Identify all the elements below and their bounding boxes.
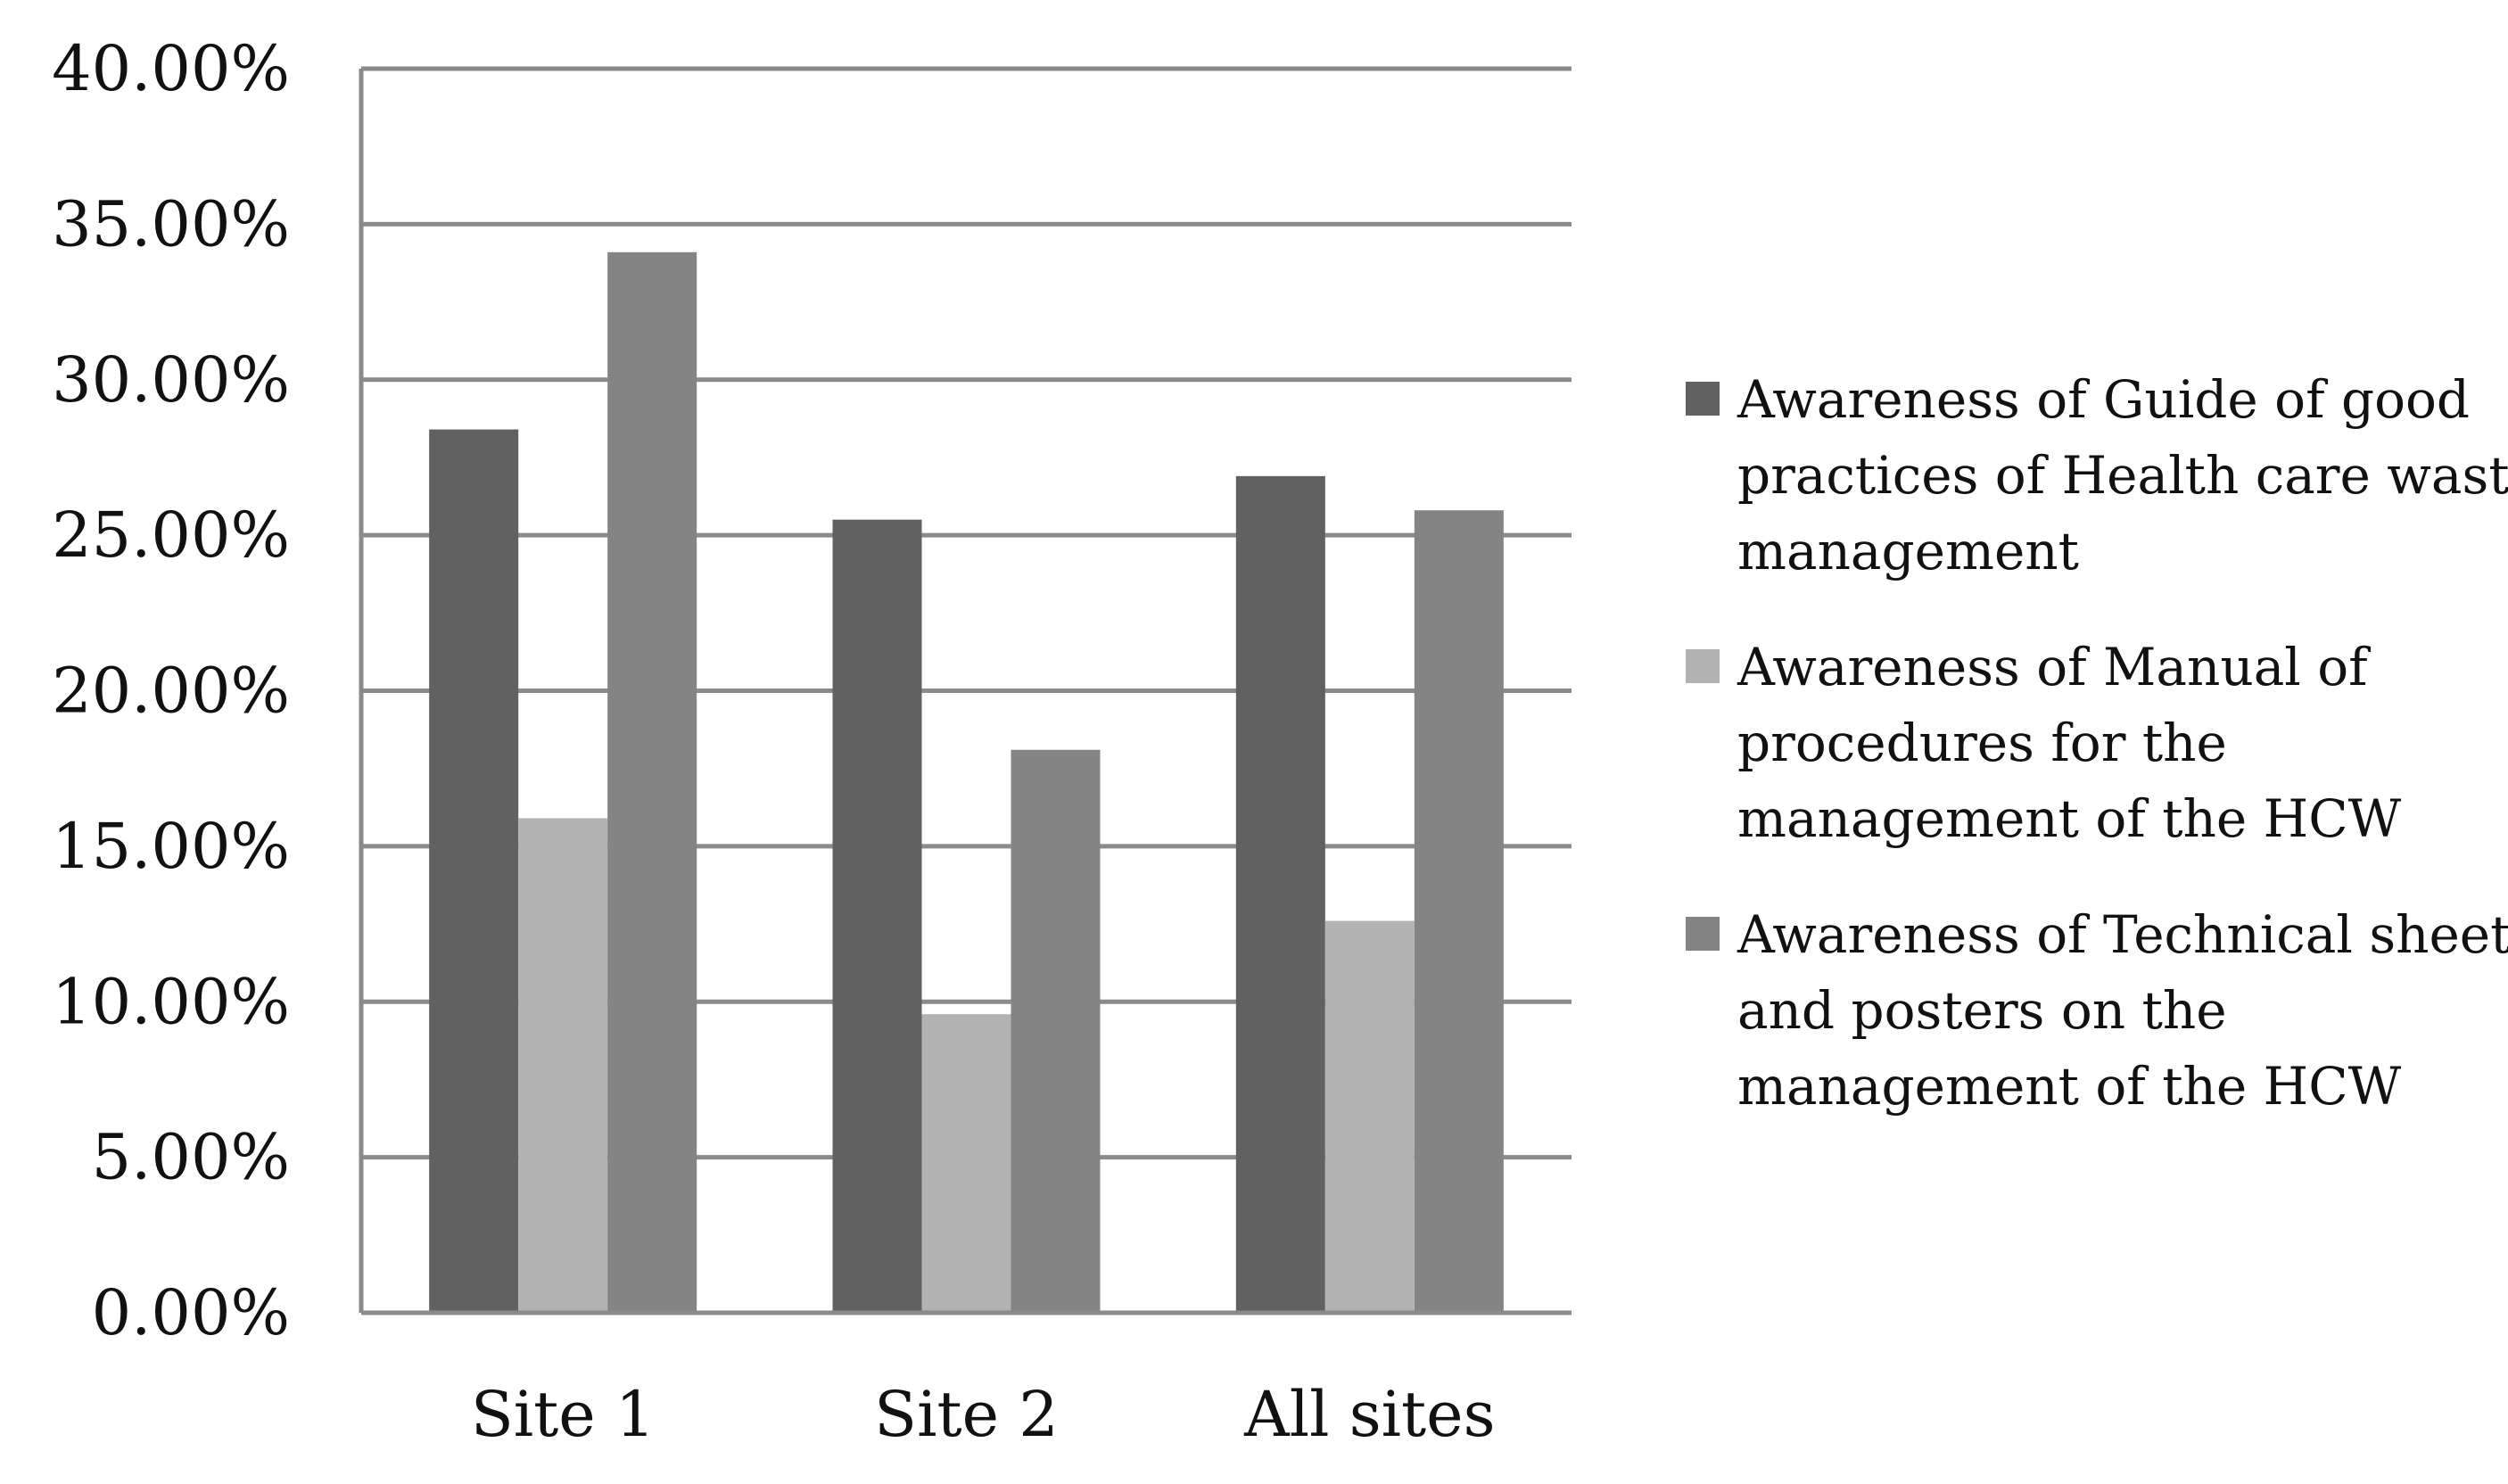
bar-series-3-all-sites — [1414, 510, 1504, 1313]
bar-series-3-site-2 — [1011, 749, 1101, 1313]
y-tick-label: 15.00% — [52, 810, 290, 883]
bar-series-2-all-sites — [1324, 920, 1415, 1313]
y-tick-label: 40.00% — [52, 32, 290, 105]
legend-label-line: and posters on the — [1737, 980, 2227, 1041]
legend: Awareness of Guide of good practices of H… — [1686, 369, 2508, 1117]
legend-swatch — [1686, 649, 1720, 683]
legend-label-line: management of the HCW — [1737, 788, 2402, 849]
bar-series-2-site-2 — [921, 1014, 1011, 1313]
y-axis-tick-labels: 0.00% 5.00% 10.00% 15.00% 20.00% 25.00% 30.00%… — [52, 32, 290, 1349]
y-tick-label: 10.00% — [52, 965, 290, 1038]
bar-series-2-site-1 — [518, 818, 608, 1313]
y-tick-label: 20.00% — [52, 655, 290, 728]
bar-series-1-all-sites — [1235, 475, 1325, 1313]
axes — [359, 69, 1572, 1315]
legend-label-line: Awareness of Manual of — [1737, 637, 2371, 697]
legend-swatch — [1686, 917, 1720, 951]
x-category-label: Site 2 — [874, 1378, 1059, 1451]
bar-series-3-site-1 — [607, 251, 697, 1314]
y-tick-label: 25.00% — [52, 499, 290, 572]
y-tick-label: 30.00% — [52, 343, 290, 416]
x-category-label: Site 1 — [471, 1378, 656, 1451]
legend-label-line: practices of Health care waste — [1737, 445, 2508, 506]
bars — [429, 251, 1504, 1314]
y-tick-label: 35.00% — [52, 187, 290, 260]
x-axis-category-labels: Site 1 Site 2 All sites — [471, 1378, 1496, 1451]
legend-label-line: management of the HCW — [1737, 1056, 2402, 1117]
legend-label-line: Awareness of Technical sheets — [1737, 904, 2508, 965]
bar-series-1-site-1 — [429, 429, 519, 1313]
y-tick-label: 0.00% — [92, 1276, 290, 1349]
y-tick-label: 5.00% — [92, 1121, 290, 1194]
legend-label-line: Awareness of Guide of good — [1737, 369, 2470, 430]
legend-swatch — [1686, 382, 1720, 416]
bar-series-1-site-2 — [832, 519, 922, 1313]
legend-label-line: procedures for the — [1737, 713, 2227, 773]
x-category-label: All sites — [1243, 1378, 1495, 1451]
legend-label-line: management — [1737, 521, 2079, 581]
